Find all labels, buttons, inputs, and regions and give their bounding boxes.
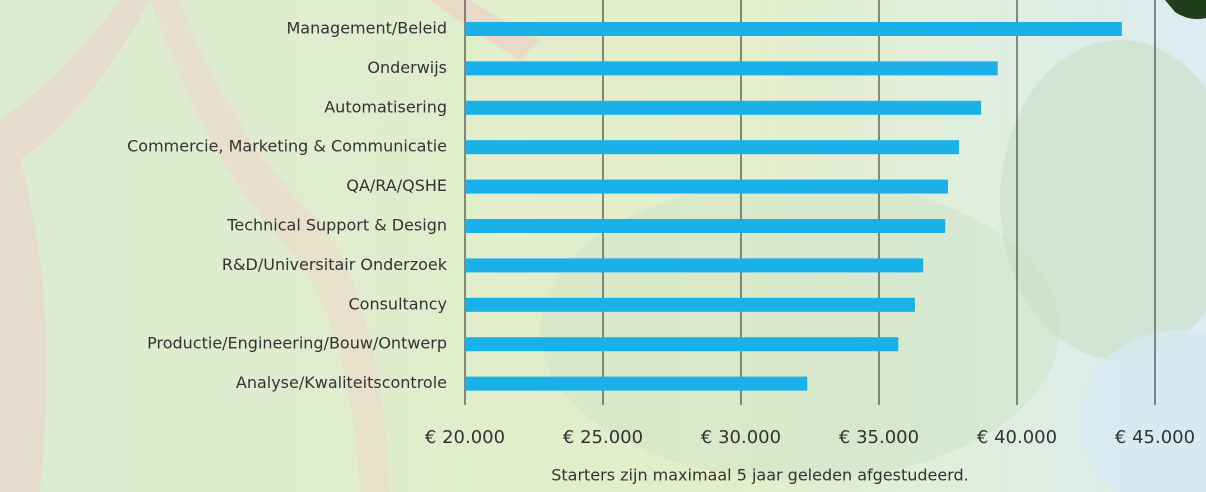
bar [465, 258, 924, 273]
y-tick-label: QA/RA/QSHE [346, 176, 447, 195]
y-tick-label: Technical Support & Design [226, 216, 447, 235]
y-tick-label: Productie/Engineering/Bouw/Ontwerp [147, 334, 447, 353]
y-tick-label: Management/Beleid [287, 19, 448, 38]
tree-branch [0, 0, 150, 492]
y-tick-label: Commercie, Marketing & Communicatie [127, 137, 447, 156]
bar [465, 140, 960, 155]
corner-leaf [1165, 0, 1206, 20]
x-tick-label: € 20.000 [425, 427, 505, 448]
y-tick-label: Automatisering [324, 97, 447, 116]
bar [465, 297, 915, 312]
x-tick-label: € 25.000 [563, 427, 643, 448]
bar [465, 376, 808, 391]
bar [465, 179, 948, 194]
bar [465, 61, 998, 76]
note: Starters zijn maximaal 5 jaar geleden af… [551, 466, 969, 485]
x-tick-label: € 30.000 [701, 427, 781, 448]
y-tick-label: Onderwijs [367, 58, 447, 77]
y-tick-label: R&D/Universitair Onderzoek [222, 255, 448, 274]
bar [465, 22, 1122, 36]
x-tick-label: € 45.000 [1115, 427, 1195, 448]
sky [1080, 330, 1206, 492]
y-tick-label: Analyse/Kwaliteitscontrole [236, 373, 447, 392]
y-tick-label: Consultancy [348, 294, 447, 313]
bar [465, 219, 946, 233]
bar [465, 337, 899, 352]
tree-branch [150, 0, 390, 492]
foliage [540, 180, 1060, 480]
x-tick-label: € 40.000 [977, 427, 1057, 448]
x-tick-label: € 35.000 [839, 427, 919, 448]
bar [465, 100, 982, 115]
